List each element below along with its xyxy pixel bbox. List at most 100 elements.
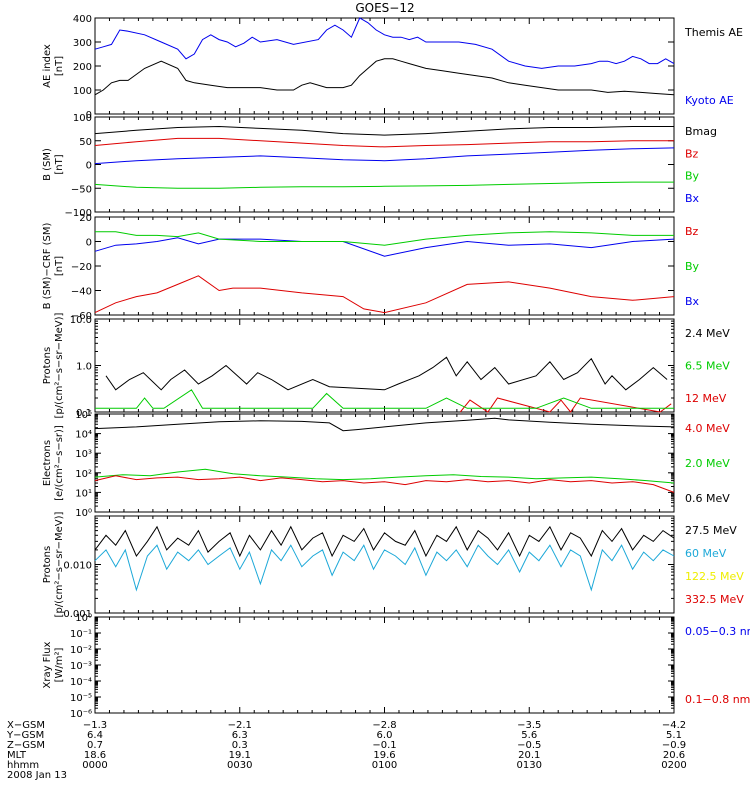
y-axis-label: [W/m²] [54, 647, 65, 682]
panel-frame [94, 216, 675, 316]
y-axis-label: Electrons [42, 440, 53, 486]
panel-bdiff: −60 −40 −20 0 20 B (SM)−CRF (SM) [nT] Bx By Bz [42, 213, 700, 322]
x-row-value: 0000 [82, 760, 107, 771]
y-tick-label: 0.010 [63, 561, 92, 572]
y-axis-label: Xray Flux [42, 641, 53, 688]
series-line-by [94, 181, 674, 189]
legend-4-0-mev: 4.0 MeV [685, 422, 730, 435]
y-axis-label: Protons [42, 347, 53, 384]
y-axis-label: Protons [42, 546, 53, 583]
y-tick-label: −20 [71, 262, 92, 273]
x-row-value: 6.0 [377, 730, 393, 741]
y-axis-label: [nT] [54, 154, 65, 174]
y-tick-label: 100 [73, 113, 92, 124]
x-row-value: 5.1 [666, 730, 682, 741]
legend-2-0-mev: 2.0 MeV [685, 457, 730, 470]
x-row-value: 5.6 [521, 730, 537, 741]
x-row-label: Z−GSM [7, 740, 45, 751]
y-tick-label: 200 [73, 62, 92, 73]
legend-0-6-mev: 0.6 MeV [685, 492, 730, 505]
series-line-27-5-mev [94, 525, 675, 558]
y-tick-label: 1.0 [76, 362, 92, 373]
y-tick-label: 0.1 [76, 408, 92, 419]
series-line-bz [94, 275, 675, 314]
panel-protons_high: 0.001 0.010 Protons [p/(cm²−s−sr−MeV)] 332.5… [42, 511, 744, 620]
series-line-12-mev [459, 397, 672, 413]
legend-bmag: Bmag [685, 125, 717, 138]
chart-title: GOES−12 [355, 1, 414, 15]
x-row-value: 20.6 [663, 750, 685, 761]
series-line-themis-ae [94, 58, 675, 96]
series-line-bz [94, 137, 674, 148]
panel-frame [94, 413, 675, 513]
y-tick-label: 10⁻⁴ [70, 677, 92, 688]
y-tick-label: 10⁴ [75, 430, 92, 441]
panel-frame [94, 515, 675, 614]
legend-by: By [685, 260, 700, 273]
y-tick-label: 10¹ [75, 488, 92, 499]
y-tick-label: 10⁻² [70, 645, 92, 656]
x-row-label: hhmm [7, 760, 39, 771]
series-line-bx [94, 237, 675, 257]
y-axis-label: [e/(cm²−s−sr)] [54, 425, 65, 501]
series-line-60-mev [94, 544, 675, 592]
y-axis-label: [nT] [54, 256, 65, 276]
series-line-by [95, 231, 674, 246]
legend-332-5-mev: 332.5 MeV [685, 593, 744, 606]
y-tick-label: 50 [79, 137, 92, 148]
date-label: 2008 Jan 13 [7, 770, 67, 781]
legend-themis-ae: Themis AE [684, 26, 743, 39]
y-tick-label: −50 [71, 184, 92, 195]
y-tick-label: 10⁵ [75, 410, 92, 421]
x-row-value: 20.1 [518, 750, 540, 761]
y-tick-label: 0 [86, 161, 92, 172]
y-tick-label: 10⁰ [75, 613, 92, 624]
series-line-0-6-mev [94, 417, 675, 432]
legend-60-mev: 60 MeV [685, 547, 727, 560]
panel-frame [94, 616, 675, 714]
x-row-value: −3.5 [517, 720, 541, 731]
legend-bz: Bz [685, 147, 699, 160]
x-row-value: −0.5 [517, 740, 541, 751]
y-tick-label: 10⁻³ [70, 661, 92, 672]
legend-6-5-mev: 6.5 MeV [685, 360, 730, 373]
panel-xray: 10⁻⁶ 10⁻⁵ 10⁻⁴ 10⁻³ 10⁻² 10⁻¹ 10⁰ Xray Flux [W/m… [42, 613, 750, 720]
legend-bz: Bz [685, 225, 699, 238]
y-tick-label: 10⁻¹ [70, 629, 92, 640]
x-row-value: −2.1 [228, 720, 252, 731]
y-tick-label: 10² [75, 469, 92, 480]
legend-by: By [685, 170, 700, 183]
series-line-kyoto-ae [94, 17, 675, 69]
x-row-value: 0100 [372, 760, 397, 771]
series-line-bmag [94, 125, 674, 136]
x-row-value: −2.8 [372, 720, 396, 731]
y-tick-label: 10⁻⁵ [70, 693, 92, 704]
y-tick-label: −40 [71, 287, 92, 298]
legend-bx: Bx [685, 192, 700, 205]
x-row-value: 6.4 [87, 730, 103, 741]
legend-0-1-0-8-nm: 0.1−0.8 nm [685, 693, 750, 706]
x-row-label: MLT [7, 750, 27, 761]
legend-bx: Bx [685, 295, 700, 308]
y-tick-label: −100 [65, 208, 92, 219]
y-axis-label: B (SM)−CRF (SM) [42, 222, 53, 309]
panel-frame [94, 318, 675, 413]
y-tick-label: 10³ [75, 449, 92, 460]
y-tick-label: 10⁰ [75, 508, 92, 519]
y-tick-label: 300 [73, 38, 92, 49]
x-row-value: −1.3 [83, 720, 107, 731]
panel-protons_low: 0.1 1.0 10.0 Protons [p/(cm²−s−sr−MeV)] 12 Me… [42, 312, 730, 419]
x-row-label: X−GSM [7, 720, 45, 731]
series-line-bx [94, 147, 675, 165]
series-line-2-0-mev [94, 468, 675, 484]
y-tick-label: 10.0 [70, 315, 92, 326]
x-row-value: 6.3 [232, 730, 248, 741]
x-row-value: 0030 [227, 760, 252, 771]
y-tick-label: 0 [86, 238, 92, 249]
y-axis-label: B (SM) [42, 148, 53, 181]
legend-kyoto-ae: Kyoto AE [685, 94, 734, 107]
y-axis-label: [p/(cm²−s−sr−MeV)] [54, 511, 65, 617]
x-row-value: 18.6 [84, 750, 106, 761]
legend-27-5-mev: 27.5 MeV [685, 524, 737, 537]
